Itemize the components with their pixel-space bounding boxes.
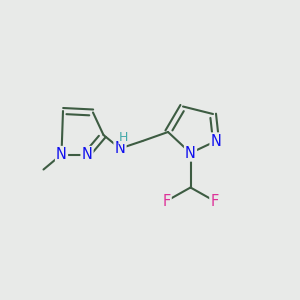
Text: N: N — [211, 134, 221, 148]
Text: F: F — [210, 194, 219, 208]
Text: N: N — [185, 146, 196, 160]
Text: N: N — [56, 147, 67, 162]
Text: H: H — [119, 130, 128, 144]
Text: F: F — [162, 194, 171, 208]
Text: N: N — [115, 141, 125, 156]
Text: N: N — [82, 147, 92, 162]
